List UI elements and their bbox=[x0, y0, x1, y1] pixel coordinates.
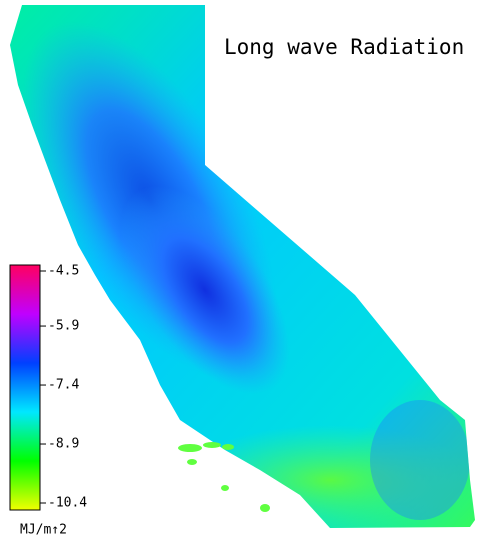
map-title: Long wave Radiation bbox=[224, 35, 464, 59]
colorbar-tick-label: -10.4 bbox=[48, 496, 87, 511]
colorbar-tick-label: -5.9 bbox=[48, 319, 79, 334]
colorbar bbox=[9, 264, 41, 511]
colorbar-unit: MJ/m↑2 bbox=[20, 523, 67, 538]
colorbar-tick-label: -8.9 bbox=[48, 437, 79, 452]
colorbar-tick-label: -7.4 bbox=[48, 378, 79, 393]
colorbar-tick-label: -4.5 bbox=[48, 264, 79, 279]
islands bbox=[178, 442, 270, 512]
